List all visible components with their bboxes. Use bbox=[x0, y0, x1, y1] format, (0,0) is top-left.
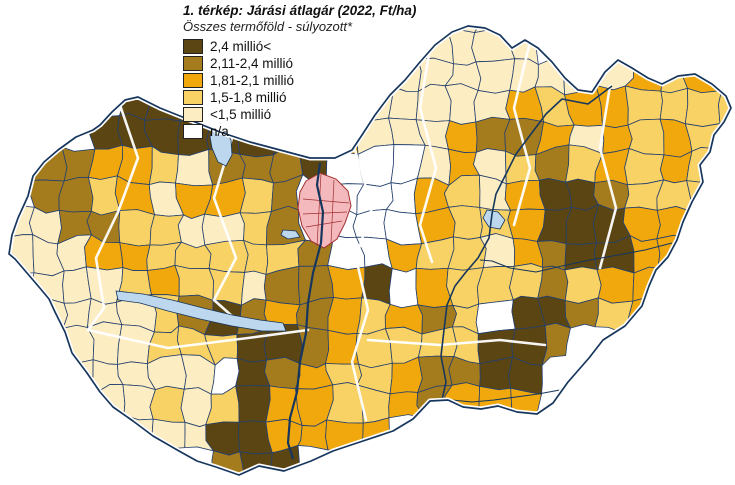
district-cell bbox=[388, 267, 419, 309]
county-boundary bbox=[350, 148, 374, 422]
district-cell bbox=[594, 297, 634, 335]
lake-balaton bbox=[115, 290, 287, 332]
county-boundary bbox=[598, 84, 618, 270]
river-tisza bbox=[440, 85, 613, 405]
lake-velence bbox=[280, 229, 301, 240]
district-cell bbox=[656, 266, 692, 303]
district-cell bbox=[537, 265, 569, 301]
county-boundary bbox=[418, 46, 438, 264]
budapest-districts bbox=[297, 172, 352, 249]
district-cell bbox=[149, 214, 185, 246]
district-cell bbox=[24, 327, 64, 367]
district-cell bbox=[149, 385, 186, 423]
district-cell bbox=[476, 265, 515, 305]
district-cell bbox=[656, 179, 692, 211]
district-cell bbox=[118, 209, 156, 247]
district-cell bbox=[596, 266, 635, 304]
county-boundary bbox=[86, 103, 140, 332]
district-cell bbox=[235, 385, 271, 423]
district-cell bbox=[296, 116, 331, 149]
district-cell bbox=[475, 299, 516, 335]
district-cell bbox=[62, 297, 92, 329]
district-cell bbox=[264, 356, 301, 390]
county-boundary bbox=[212, 136, 238, 318]
district-cell bbox=[541, 322, 571, 367]
river-maros bbox=[451, 389, 561, 403]
river-danube bbox=[286, 162, 325, 460]
country-border bbox=[8, 25, 732, 476]
district-cell bbox=[327, 297, 363, 335]
district-cell bbox=[239, 177, 274, 214]
district-cell bbox=[505, 150, 541, 185]
district-cell bbox=[564, 266, 602, 304]
district-cell bbox=[627, 118, 665, 156]
district-cell bbox=[146, 264, 180, 297]
district-cell bbox=[564, 242, 598, 271]
district-cell bbox=[119, 242, 151, 271]
river-koros bbox=[479, 242, 673, 273]
district-cell bbox=[445, 120, 478, 153]
district-cell bbox=[87, 175, 121, 216]
lake-tisza-to bbox=[482, 209, 506, 230]
district-cell bbox=[564, 297, 599, 329]
district-cell bbox=[475, 58, 516, 94]
district-cell bbox=[58, 176, 94, 213]
county-boundary bbox=[86, 328, 310, 350]
district-cell bbox=[9, 234, 35, 276]
district-cell bbox=[659, 87, 689, 125]
county-boundary bbox=[512, 40, 532, 227]
district-cell bbox=[201, 212, 245, 246]
district-cell bbox=[204, 239, 249, 273]
district-cell bbox=[175, 148, 214, 187]
district-cell bbox=[684, 87, 723, 127]
county-boundary bbox=[366, 338, 547, 347]
